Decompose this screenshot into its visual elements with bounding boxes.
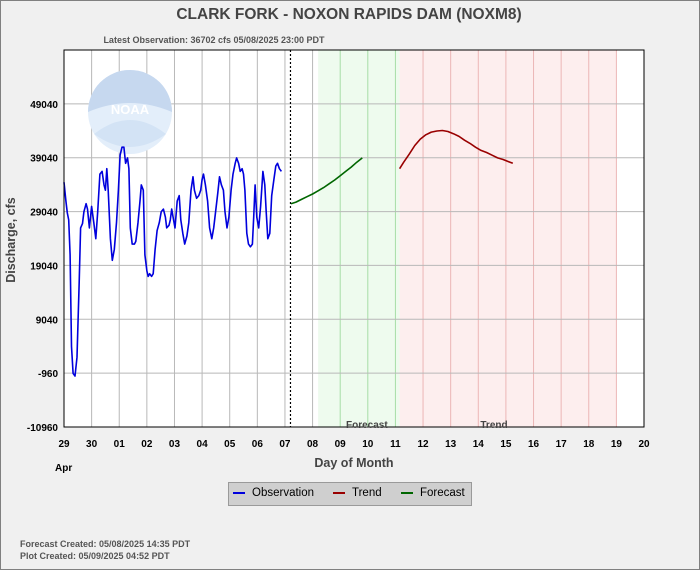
x-tick-label: 17 <box>556 439 568 450</box>
trend-region <box>399 50 617 427</box>
legend-label-forecast: Forecast <box>420 487 465 499</box>
y-tick-label: 9040 <box>36 315 59 326</box>
x-tick-label: 06 <box>252 439 264 450</box>
series-observation-line <box>63 146 283 377</box>
month-label: Apr <box>55 463 72 474</box>
x-tick-label: 01 <box>114 439 126 450</box>
forecast-region <box>318 50 400 427</box>
forecast-created-text: Forecast Created: 05/08/2025 14:35 PDT <box>20 539 191 549</box>
x-axis-label: Day of Month <box>314 456 393 470</box>
x-tick-label: 20 <box>638 439 650 450</box>
y-tick-label: 19040 <box>30 261 58 272</box>
legend: Observation Trend Forecast <box>228 482 472 506</box>
legend-item-trend: Trend <box>333 487 382 499</box>
noaa-logo: NOAA <box>88 70 172 154</box>
x-tick-label: 16 <box>528 439 540 450</box>
chart-subtitle: Latest Observation: 36702 cfs 05/08/2025… <box>103 35 325 45</box>
legend-swatch-observation <box>233 491 245 494</box>
legend-swatch-trend <box>333 491 345 494</box>
x-tick-label: 14 <box>473 439 485 450</box>
x-tick-label: 13 <box>445 439 457 450</box>
logo-upper <box>88 70 172 112</box>
x-tick-label: 12 <box>417 439 429 450</box>
y-tick-label: 49040 <box>30 100 58 111</box>
x-tick-label: 04 <box>197 439 209 450</box>
y-tick-label: -10960 <box>27 423 59 434</box>
legend-item-forecast: Forecast <box>401 487 465 499</box>
legend-label-trend: Trend <box>352 487 382 499</box>
plot-border <box>63 49 645 428</box>
plot-created-text: Plot Created: 05/09/2025 04:52 PDT <box>20 551 170 561</box>
x-tick-label: 08 <box>307 439 319 450</box>
chart-title: CLARK FORK - NOXON RAPIDS DAM (NOXM8) <box>176 6 521 23</box>
y-tick-label: 29040 <box>30 208 58 219</box>
x-tick-label: 19 <box>611 439 623 450</box>
x-tick-label: 03 <box>169 439 181 450</box>
legend-label-observation: Observation <box>252 487 315 499</box>
x-tick-label: 05 <box>224 439 236 450</box>
x-tick-label: 18 <box>583 439 595 450</box>
legend-item-observation: Observation <box>233 487 314 499</box>
x-tick-label: 30 <box>86 439 98 450</box>
y-axis-label: Discharge, cfs <box>4 197 18 283</box>
legend-swatch-forecast <box>401 491 413 494</box>
x-tick-label: 02 <box>141 439 153 450</box>
series-trend-line <box>398 129 514 170</box>
forecast-region-label: Forecast <box>346 420 388 431</box>
x-tick-label: 11 <box>390 439 401 450</box>
trend-region-label: Trend <box>480 420 507 431</box>
x-tick-label: 09 <box>335 439 347 450</box>
y-tick-label: -960 <box>38 369 58 380</box>
x-tick-label: 15 <box>500 439 512 450</box>
y-tick-label: 39040 <box>30 154 58 165</box>
series-forecast-line <box>290 157 363 205</box>
x-tick-label: 07 <box>279 439 291 450</box>
x-tick-label: 29 <box>58 439 70 450</box>
logo-wave <box>94 120 166 147</box>
x-tick-label: 10 <box>362 439 374 450</box>
logo-text: NOAA <box>111 102 150 117</box>
